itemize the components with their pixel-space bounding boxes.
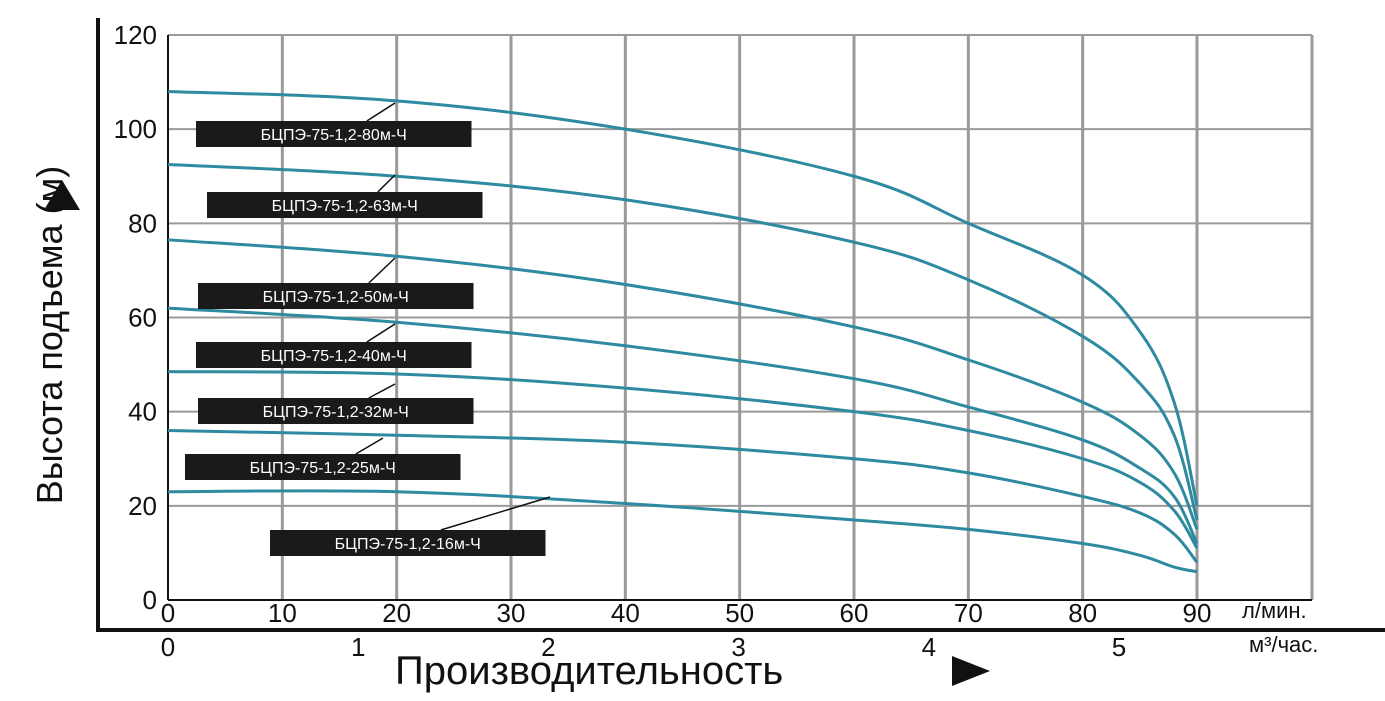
x-tick-label: 10 [268, 598, 297, 628]
label-box [196, 121, 472, 147]
series-label: БЦПЭ-75-1,2-80м-Ч [196, 102, 472, 147]
x2-tick-label: 3 [731, 632, 745, 662]
label-leader-line [377, 174, 396, 193]
label-box [198, 398, 474, 424]
series-line [167, 370, 1199, 549]
label-box [270, 530, 546, 556]
label-box [207, 192, 483, 218]
series-line [167, 90, 1199, 507]
series-label: БЦПЭ-75-1,2-32м-Ч [198, 383, 474, 424]
y-tick-label: 100 [114, 114, 157, 144]
x-tick-label: 0 [161, 598, 175, 628]
series-line [167, 162, 1199, 521]
y-axis-label: Высота подъема (м) [29, 166, 70, 505]
x-tick-label: 90 [1183, 598, 1212, 628]
x-axis-arrow-icon [952, 656, 990, 686]
x-axis-unit-secondary: м³/час. [1249, 632, 1318, 657]
label-box [198, 283, 474, 309]
label-leader-line [368, 257, 396, 284]
label-text: БЦПЭ-75-1,2-63м-Ч [272, 198, 418, 215]
x-tick-label: 30 [497, 598, 526, 628]
y-tick-label: 60 [128, 303, 157, 333]
x-axis-unit-primary: л/мин. [1242, 598, 1307, 623]
label-text: БЦПЭ-75-1,2-16м-Ч [335, 536, 481, 553]
label-leader-line [368, 383, 396, 399]
x-axis-label: Производительность [395, 649, 783, 693]
x2-tick-label: 2 [541, 632, 555, 662]
y-tick-label: 80 [128, 208, 157, 238]
label-box [185, 454, 461, 480]
label-text: БЦПЭ-75-1,2-25м-Ч [250, 460, 396, 477]
series-labels: БЦПЭ-75-1,2-80м-Ч БЦПЭ-75-1,2-63м-Ч БЦПЭ-7… [185, 102, 551, 556]
y-tick-label: 120 [114, 20, 157, 50]
x2-tick-label: 0 [161, 632, 175, 662]
y-tick-label: 0 [143, 585, 157, 615]
y-tick-label: 40 [128, 397, 157, 427]
y-axis-arrow-icon [44, 180, 80, 210]
x-tick-label: 20 [382, 598, 411, 628]
x-tick-label: 60 [840, 598, 869, 628]
x2-tick-label: 4 [922, 632, 936, 662]
x-tick-label: 80 [1068, 598, 1097, 628]
x-tick-label: 70 [954, 598, 983, 628]
series-lines [167, 90, 1199, 574]
series-label: БЦПЭ-75-1,2-16м-Ч [270, 496, 551, 556]
x-tick-label: 40 [611, 598, 640, 628]
x2-tick-label: 1 [351, 632, 365, 662]
label-text: БЦПЭ-75-1,2-80м-Ч [261, 127, 407, 144]
x2-tick-label: 5 [1112, 632, 1126, 662]
series-line [167, 306, 1199, 545]
label-text: БЦПЭ-75-1,2-32м-Ч [263, 404, 409, 421]
label-leader-line [440, 496, 551, 531]
tick-labels: 0 20 40 60 80 100 120 0 10 20 30 40 50 60 70 80 90 0 1 2 3 4 5 [114, 20, 1212, 662]
series-label: БЦПЭ-75-1,2-25м-Ч [185, 437, 461, 480]
label-leader-line [355, 437, 384, 455]
axes [96, 18, 1385, 632]
label-box [196, 342, 472, 368]
series-label: БЦПЭ-75-1,2-63м-Ч [207, 174, 483, 218]
x-tick-label: 50 [725, 598, 754, 628]
label-leader-line [366, 102, 396, 122]
series-line [167, 489, 1198, 574]
series-line [167, 429, 1199, 564]
label-text: БЦПЭ-75-1,2-40м-Ч [261, 348, 407, 365]
series-label: БЦПЭ-75-1,2-40м-Ч [196, 323, 472, 368]
series-label: БЦПЭ-75-1,2-50м-Ч [198, 257, 474, 309]
series-line [167, 238, 1199, 530]
label-leader-line [366, 323, 396, 343]
label-text: БЦПЭ-75-1,2-50м-Ч [263, 289, 409, 306]
y-tick-label: 20 [128, 491, 157, 521]
